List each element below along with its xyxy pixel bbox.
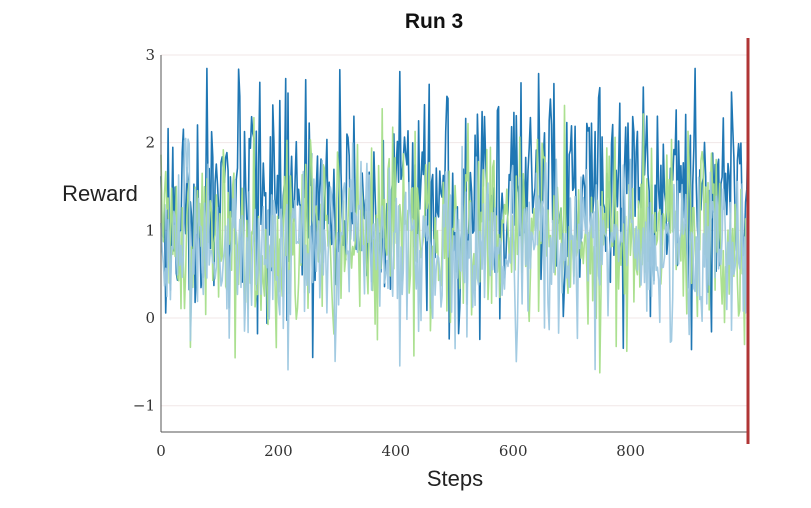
y-ticks: −1 0 1 2 3 (133, 46, 155, 415)
y-axis-label: Reward (62, 181, 138, 206)
plot-area (160, 67, 749, 374)
y-tick-label: 2 (145, 134, 155, 152)
x-tick-label: 600 (499, 442, 528, 460)
x-tick-label: 400 (381, 442, 410, 460)
y-tick-label: −1 (133, 397, 155, 415)
x-tick-label: 0 (156, 442, 166, 460)
chart-title: Run 3 (405, 10, 463, 33)
y-tick-label: 1 (145, 221, 155, 239)
series-line-3 (160, 137, 749, 371)
x-tick-label: 800 (616, 442, 645, 460)
x-tick-label: 200 (264, 442, 293, 460)
x-ticks: 0 200 400 600 800 (156, 442, 645, 460)
y-tick-label: 0 (145, 309, 155, 327)
x-axis-label: Steps (427, 466, 483, 491)
y-tick-label: 3 (145, 46, 155, 64)
